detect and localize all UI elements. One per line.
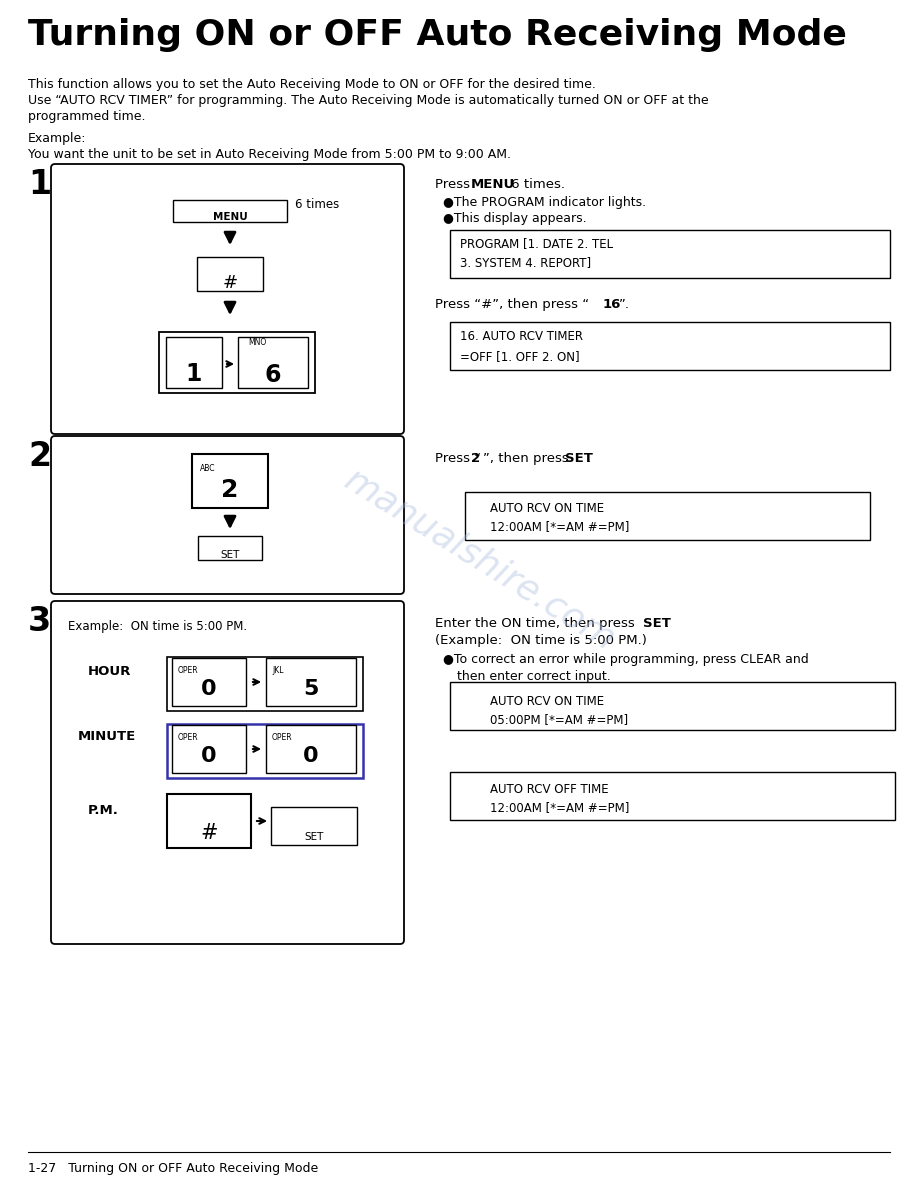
Text: SET: SET: [220, 550, 240, 560]
Text: SET: SET: [643, 617, 671, 630]
Text: JKL: JKL: [272, 666, 284, 675]
Text: MENU: MENU: [471, 178, 515, 191]
Text: MENU: MENU: [213, 211, 247, 222]
FancyBboxPatch shape: [450, 322, 890, 369]
Text: You want the unit to be set in Auto Receiving Mode from 5:00 PM to 9:00 AM.: You want the unit to be set in Auto Rece…: [28, 148, 511, 162]
Text: Press “#”, then press “: Press “#”, then press “: [435, 298, 589, 311]
Text: 0: 0: [201, 746, 217, 766]
Text: 6: 6: [264, 364, 281, 387]
Text: MINUTE: MINUTE: [78, 729, 136, 742]
Text: programmed time.: programmed time.: [28, 110, 145, 124]
FancyBboxPatch shape: [271, 807, 357, 845]
FancyBboxPatch shape: [167, 794, 251, 848]
Text: HOUR: HOUR: [88, 665, 131, 678]
FancyBboxPatch shape: [51, 601, 404, 944]
FancyBboxPatch shape: [450, 682, 895, 729]
Text: 16: 16: [603, 298, 621, 311]
Text: 3: 3: [28, 605, 51, 638]
Text: Enter the ON time, then press: Enter the ON time, then press: [435, 617, 639, 630]
Text: AUTO RCV ON TIME: AUTO RCV ON TIME: [490, 503, 604, 516]
Text: SET: SET: [565, 451, 593, 465]
FancyBboxPatch shape: [266, 725, 356, 773]
Text: OPER: OPER: [272, 733, 293, 742]
FancyBboxPatch shape: [450, 772, 895, 820]
Text: .: .: [665, 617, 669, 630]
Text: 1-27   Turning ON or OFF Auto Receiving Mode: 1-27 Turning ON or OFF Auto Receiving Mo…: [28, 1162, 319, 1175]
Text: (Example:  ON time is 5:00 PM.): (Example: ON time is 5:00 PM.): [435, 634, 647, 647]
Text: 12:00AM [*=AM #=PM]: 12:00AM [*=AM #=PM]: [490, 801, 630, 814]
Text: Press “: Press “: [435, 451, 481, 465]
Text: ”.: ”.: [619, 298, 630, 311]
Text: AUTO RCV ON TIME: AUTO RCV ON TIME: [490, 695, 604, 708]
Text: Turning ON or OFF Auto Receiving Mode: Turning ON or OFF Auto Receiving Mode: [28, 18, 847, 52]
Text: 6 times.: 6 times.: [507, 178, 565, 191]
Text: 1: 1: [28, 168, 51, 201]
Text: 05:00PM [*=AM #=PM]: 05:00PM [*=AM #=PM]: [490, 713, 628, 726]
Text: PROGRAM [1. DATE 2. TEL: PROGRAM [1. DATE 2. TEL: [460, 236, 613, 249]
FancyBboxPatch shape: [51, 164, 404, 434]
Text: MNO: MNO: [248, 339, 266, 347]
FancyBboxPatch shape: [172, 658, 246, 706]
Text: Press: Press: [435, 178, 475, 191]
FancyBboxPatch shape: [450, 230, 890, 278]
Text: ●This display appears.: ●This display appears.: [443, 211, 587, 225]
FancyBboxPatch shape: [198, 536, 262, 560]
Text: 5: 5: [303, 680, 319, 699]
Text: Example:: Example:: [28, 132, 86, 145]
Text: 16. AUTO RCV TIMER: 16. AUTO RCV TIMER: [460, 330, 583, 343]
Text: 3. SYSTEM 4. REPORT]: 3. SYSTEM 4. REPORT]: [460, 255, 591, 268]
Text: #: #: [200, 823, 218, 843]
Text: Use “AUTO RCV TIMER” for programming. The Auto Receiving Mode is automatically t: Use “AUTO RCV TIMER” for programming. Th…: [28, 94, 709, 107]
Text: 0: 0: [201, 680, 217, 699]
FancyBboxPatch shape: [173, 200, 287, 222]
Text: OPER: OPER: [178, 666, 198, 675]
FancyBboxPatch shape: [172, 725, 246, 773]
Text: then enter correct input.: then enter correct input.: [457, 670, 610, 683]
FancyBboxPatch shape: [167, 723, 363, 778]
FancyBboxPatch shape: [51, 436, 404, 594]
Text: OPER: OPER: [178, 733, 198, 742]
FancyBboxPatch shape: [238, 337, 308, 388]
Text: ABC: ABC: [200, 465, 216, 473]
Text: =OFF [1. OFF 2. ON]: =OFF [1. OFF 2. ON]: [460, 350, 579, 364]
Text: This function allows you to set the Auto Receiving Mode to ON or OFF for the des: This function allows you to set the Auto…: [28, 78, 596, 91]
FancyBboxPatch shape: [167, 657, 363, 710]
Text: ”, then press: ”, then press: [483, 451, 573, 465]
FancyBboxPatch shape: [197, 257, 263, 291]
Text: 2: 2: [28, 440, 51, 473]
Text: ●The PROGRAM indicator lights.: ●The PROGRAM indicator lights.: [443, 196, 646, 209]
Text: AUTO RCV OFF TIME: AUTO RCV OFF TIME: [490, 783, 609, 796]
Text: ●To correct an error while programming, press CLEAR and: ●To correct an error while programming, …: [443, 653, 809, 666]
Text: 0: 0: [303, 746, 319, 766]
FancyBboxPatch shape: [159, 331, 315, 393]
Text: 2: 2: [221, 478, 239, 503]
Text: P.M.: P.M.: [88, 804, 118, 817]
Text: manualshire.com: manualshire.com: [339, 462, 621, 657]
FancyBboxPatch shape: [465, 492, 870, 541]
Text: 2: 2: [471, 451, 480, 465]
Text: SET: SET: [304, 832, 324, 842]
FancyBboxPatch shape: [266, 658, 356, 706]
FancyBboxPatch shape: [192, 454, 268, 508]
Text: Example:  ON time is 5:00 PM.: Example: ON time is 5:00 PM.: [68, 620, 247, 633]
Text: 12:00AM [*=AM #=PM]: 12:00AM [*=AM #=PM]: [490, 520, 630, 533]
Text: .: .: [587, 451, 591, 465]
Text: #: #: [222, 274, 238, 292]
Text: 6 times: 6 times: [295, 198, 340, 211]
Text: 1: 1: [185, 362, 202, 386]
FancyBboxPatch shape: [166, 337, 222, 388]
